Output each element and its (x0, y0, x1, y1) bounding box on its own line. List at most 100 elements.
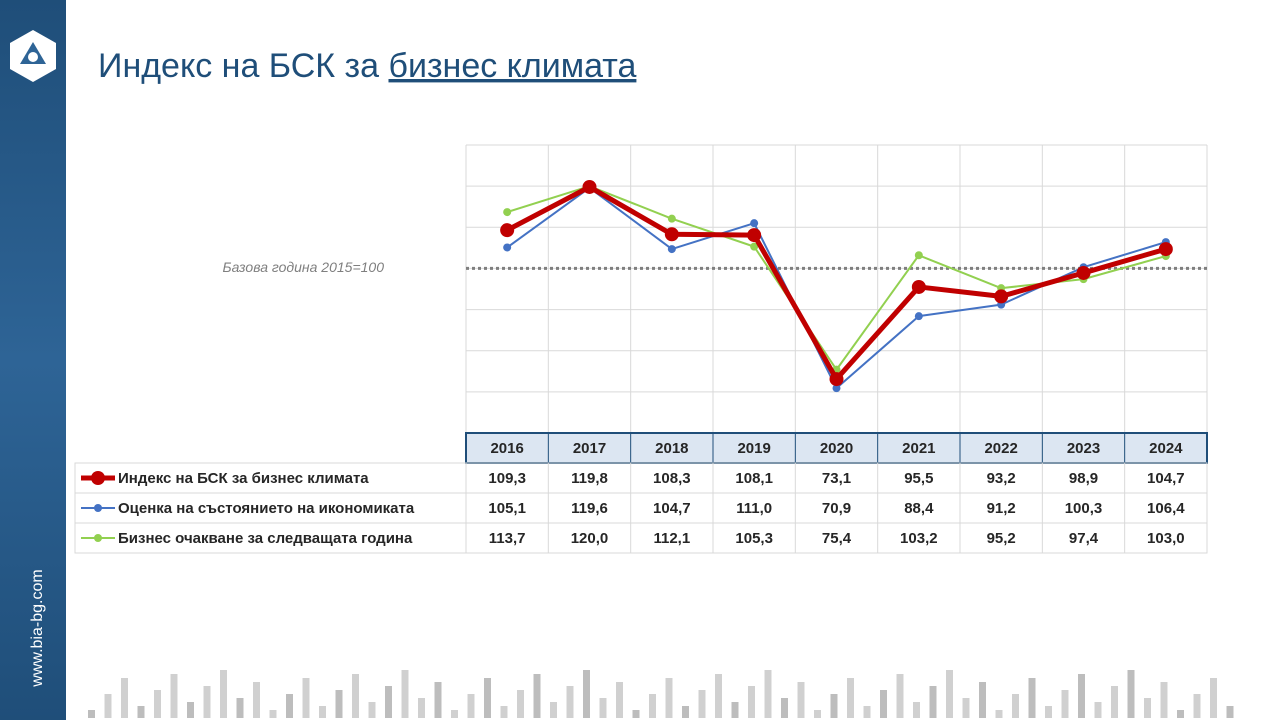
deco-bar (1111, 686, 1118, 718)
deco-bar (517, 690, 524, 718)
value-label: 88,4 (904, 500, 934, 517)
deco-bar (1127, 670, 1135, 718)
deco-bar (104, 694, 112, 718)
point (664, 227, 679, 242)
value-label: 97,4 (1069, 530, 1099, 547)
value-label: 111,0 (736, 500, 772, 517)
value-label: 100,3 (1065, 500, 1103, 517)
deco-bar (187, 702, 194, 718)
value-label: 109,3 (488, 470, 526, 487)
deco-bar (847, 678, 854, 718)
value-label: 113,7 (489, 530, 526, 547)
deco-bar (253, 682, 260, 718)
deco-bar (335, 690, 343, 718)
deco-bar (1193, 694, 1201, 718)
deco-bar (632, 710, 640, 718)
deco-bar (1210, 678, 1217, 718)
x-tick-label: 2023 (1067, 440, 1100, 457)
deco-bar (484, 678, 491, 718)
value-label: 95,2 (987, 530, 1016, 547)
series-line (506, 186, 1167, 390)
value-label: 119,6 (571, 500, 608, 517)
x-tick-label: 2016 (490, 440, 523, 457)
value-label: 95,5 (904, 470, 933, 487)
x-tick-label: 2019 (737, 440, 770, 457)
deco-bar (385, 686, 392, 718)
point (582, 179, 597, 194)
value-label: 108,1 (735, 470, 773, 487)
deco-bar (649, 694, 656, 718)
point (750, 219, 759, 228)
legend-marker (91, 471, 105, 485)
value-label: 70,9 (822, 500, 851, 517)
value-label: 120,0 (571, 530, 609, 547)
deco-bar (682, 706, 689, 718)
logo (10, 30, 56, 82)
deco-bar (946, 670, 953, 718)
deco-bar (467, 694, 475, 718)
x-tick-label: 2017 (573, 440, 606, 457)
point (750, 242, 759, 251)
value-label: 106,4 (1147, 500, 1185, 517)
value-label: 119,8 (571, 470, 608, 487)
point (994, 289, 1009, 304)
title-link[interactable]: бизнес климата (388, 47, 636, 85)
deco-bar (418, 698, 425, 718)
deco-bar (665, 678, 673, 718)
deco-bar (830, 694, 838, 718)
deco-bar (731, 702, 739, 718)
deco-bar (368, 702, 376, 718)
deco-bar (979, 682, 986, 718)
x-tick-label: 2022 (984, 440, 1017, 457)
deco-bar (269, 710, 277, 718)
point (1076, 265, 1091, 280)
chart: Базова година 2015=100 2016 2017 2018 2019 20… (74, 144, 1208, 554)
x-tick-label: 2024 (1149, 440, 1183, 457)
deco-bar (1078, 674, 1085, 718)
legend-marker (94, 534, 102, 542)
deco-bar (500, 706, 508, 718)
x-tick-label: 2018 (655, 440, 688, 457)
x-tick-label: 2021 (902, 440, 935, 457)
value-label: 98,9 (1069, 470, 1098, 487)
point (503, 243, 512, 252)
deco-bar (748, 686, 755, 718)
deco-bar (1094, 702, 1102, 718)
point (911, 279, 926, 294)
x-tick-label: 2020 (820, 440, 853, 457)
point (829, 372, 844, 387)
deco-bar (203, 686, 211, 718)
deco-bar (137, 706, 145, 718)
deco-bar (170, 674, 178, 718)
deco-bar (698, 690, 706, 718)
point (667, 214, 676, 223)
deco-bar (599, 698, 607, 718)
deco-bar (319, 706, 326, 718)
deco-bar (814, 710, 821, 718)
value-label: 91,2 (987, 500, 1016, 517)
deco-bar (781, 698, 788, 718)
point (1158, 242, 1173, 257)
point (500, 223, 515, 238)
deco-bar (616, 682, 623, 718)
deco-bar (583, 670, 590, 718)
deco-bar (451, 710, 458, 718)
deco-bar (797, 682, 805, 718)
legend-label: Индекс на БСК за бизнес климата (118, 470, 369, 487)
deco-bar (302, 678, 310, 718)
value-label: 103,2 (900, 530, 938, 547)
deco-bar (550, 702, 557, 718)
decoration (88, 670, 1234, 718)
deco-bar (121, 678, 128, 718)
legend-label: Бизнес очакване за следващата година (118, 530, 413, 547)
deco-bar (401, 670, 409, 718)
value-label: 104,7 (653, 500, 691, 517)
point (832, 384, 841, 393)
legend-marker (94, 504, 102, 512)
deco-bar (913, 702, 920, 718)
deco-bar (566, 686, 574, 718)
deco-bar (220, 670, 227, 718)
point (747, 228, 762, 243)
